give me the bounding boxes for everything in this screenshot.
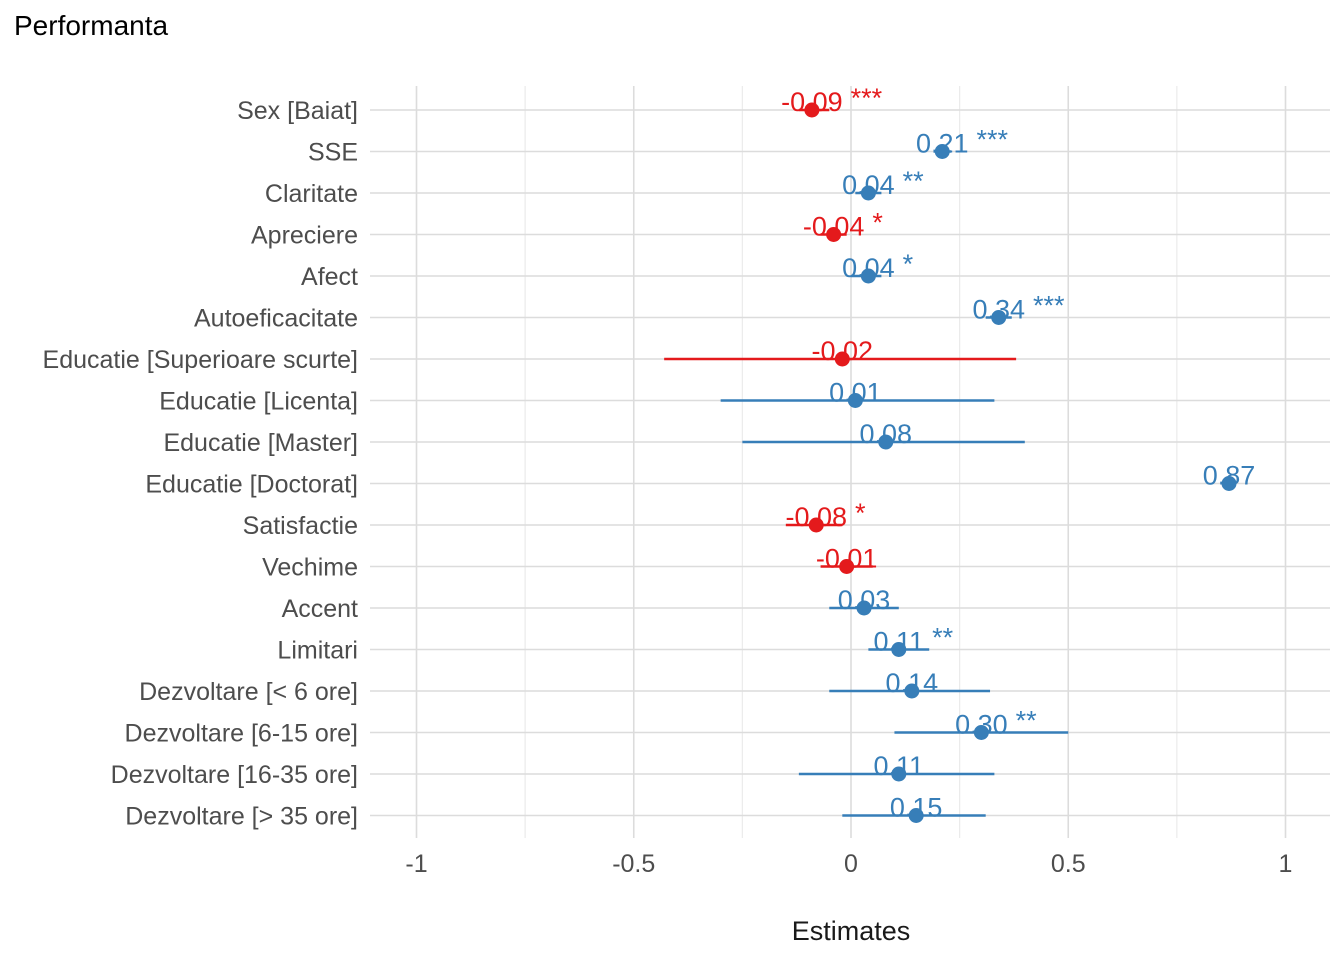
estimate-row: 0.01 <box>720 378 995 408</box>
y-tick-label: Satisfactie <box>243 512 358 540</box>
estimate-point <box>856 600 872 616</box>
estimate-point <box>826 227 842 242</box>
value-label: 0.01 <box>829 378 882 408</box>
significance-stars: *** <box>851 83 883 113</box>
significance-stars: * <box>903 249 914 279</box>
estimate-point <box>904 683 920 699</box>
value-label: 0.30 <box>955 710 1008 740</box>
estimate-point <box>891 766 907 782</box>
significance-stars: *** <box>977 125 1009 155</box>
estimate-row: -0.08 * <box>785 498 866 533</box>
significance-stars: ** <box>903 166 925 196</box>
value-label: 0.04 <box>842 170 895 200</box>
estimate-row: 0.14 <box>829 668 991 699</box>
y-axis-labels: Sex [Baiat] SSE Claritate Apreciere Afect Aut… <box>43 97 359 831</box>
y-tick-label: Sex [Baiat] <box>237 97 358 125</box>
estimate-row: -0.04 * <box>803 208 883 242</box>
estimate-point <box>991 310 1007 325</box>
x-tick-label: -1 <box>405 850 427 878</box>
chart-title: Performanta <box>14 10 169 41</box>
estimate-point <box>973 725 989 740</box>
value-label: 0.15 <box>890 793 943 823</box>
estimate-point <box>839 559 855 574</box>
estimate-point <box>847 393 863 408</box>
value-label: 0.11 <box>874 751 925 781</box>
estimate-point <box>908 808 924 823</box>
estimate-row: 0.08 <box>742 419 1025 450</box>
y-tick-label: Educatie [Master] <box>163 429 358 457</box>
estimate-row: 0.11 ** <box>868 623 954 657</box>
y-tick-label: SSE <box>308 139 358 167</box>
value-label: 0.21 <box>916 129 969 159</box>
estimate-row: 0.30 ** <box>894 706 1069 740</box>
value-label: -0.04 <box>803 212 865 242</box>
estimate-row: 0.87 <box>1203 461 1256 491</box>
y-tick-label: Claritate <box>265 180 358 208</box>
y-tick-label: Limitari <box>277 637 358 665</box>
estimate-point <box>891 642 907 657</box>
value-label: 0.08 <box>859 419 912 449</box>
estimate-point <box>860 185 876 201</box>
significance-stars: ** <box>1016 706 1038 736</box>
x-axis-ticks: -1 -0.5 0 0.5 1 <box>405 850 1292 878</box>
significance-stars: ** <box>932 623 954 653</box>
value-label: 0.87 <box>1203 461 1256 491</box>
y-tick-label: Afect <box>301 263 358 291</box>
estimate-point <box>804 102 820 118</box>
y-tick-label: Dezvoltare [6-15 ore] <box>125 720 358 748</box>
y-tick-label: Vechime <box>262 554 358 582</box>
y-tick-label: Autoeficacitate <box>194 305 358 333</box>
x-tick-label: -0.5 <box>612 850 655 878</box>
estimate-row: 0.15 <box>842 793 986 823</box>
significance-stars: *** <box>1033 291 1065 321</box>
value-label: -0.02 <box>812 336 874 366</box>
y-tick-label: Educatie [Superioare scurte] <box>43 346 358 374</box>
y-tick-label: Educatie [Licenta] <box>159 388 358 416</box>
y-tick-label: Dezvoltare [16-35 ore] <box>111 761 358 789</box>
value-label: 0.14 <box>886 668 939 698</box>
estimate-point <box>808 517 824 533</box>
y-tick-label: Dezvoltare [< 6 ore] <box>139 678 358 706</box>
significance-stars: * <box>855 498 866 528</box>
estimates-layer: -0.09 ***0.21 ***0.04 **-0.04 *0.04 *0.34 ***-… <box>664 83 1255 823</box>
estimate-row: 0.21 *** <box>916 125 1009 159</box>
estimate-row: -0.09 *** <box>781 83 883 118</box>
x-tick-label: 0 <box>844 850 858 878</box>
estimate-point <box>878 434 894 450</box>
value-label: 0.03 <box>838 585 891 615</box>
y-tick-label: Dezvoltare [> 35 ore] <box>125 803 358 831</box>
estimate-point <box>834 351 850 367</box>
y-tick-label: Accent <box>282 595 358 623</box>
estimate-row: 0.34 *** <box>972 291 1065 325</box>
value-label: 0.11 <box>874 627 925 657</box>
value-label: -0.09 <box>781 87 843 117</box>
y-tick-label: Apreciere <box>251 222 358 250</box>
value-label: -0.01 <box>816 544 878 574</box>
x-tick-label: 0.5 <box>1051 850 1086 878</box>
estimate-row: 0.11 <box>798 751 995 782</box>
value-label: -0.08 <box>785 502 847 532</box>
estimate-row: 0.03 <box>829 585 899 616</box>
estimate-row: 0.04 * <box>842 249 914 284</box>
estimate-point <box>934 144 950 159</box>
estimate-point <box>1221 476 1237 491</box>
value-label: 0.34 <box>972 295 1025 325</box>
x-axis-title: Estimates <box>792 916 911 946</box>
value-label: 0.04 <box>842 253 895 283</box>
estimate-row: -0.02 <box>664 336 1017 367</box>
estimate-row: 0.04 ** <box>842 166 924 201</box>
estimate-point <box>860 268 876 284</box>
y-tick-label: Educatie [Doctorat] <box>145 471 358 499</box>
x-tick-label: 1 <box>1279 850 1293 878</box>
significance-stars: * <box>872 208 883 238</box>
estimate-row: -0.01 <box>816 544 878 574</box>
